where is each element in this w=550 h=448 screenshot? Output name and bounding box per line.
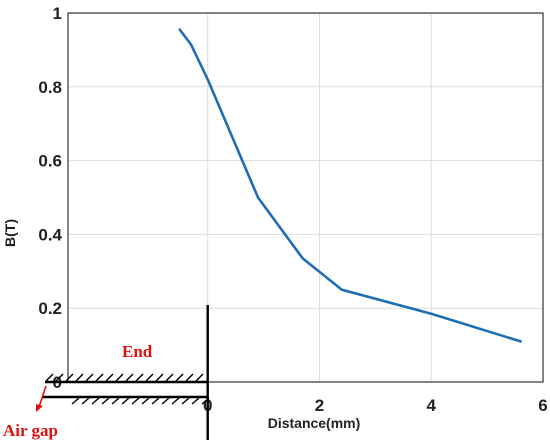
hatch-top	[135, 373, 144, 382]
air-gap-arrowhead	[36, 404, 43, 412]
hatch-top	[125, 373, 134, 382]
x-tick-label: 6	[538, 396, 547, 415]
y-tick-label: 0.6	[38, 152, 62, 171]
hatch-top	[145, 373, 154, 382]
hatch-bottom	[201, 397, 210, 405]
annotations	[36, 305, 210, 440]
hatch-top	[55, 373, 64, 382]
hatch-top	[65, 373, 74, 382]
x-axis-label: Distance(mm)	[268, 415, 361, 431]
x-tick-label: 4	[427, 396, 437, 415]
series-line	[178, 28, 522, 343]
hatch-bottom	[141, 397, 150, 405]
end-label: End	[122, 342, 153, 361]
y-tick-label: 0.2	[38, 299, 62, 318]
hatch-bottom	[91, 397, 100, 405]
y-axis-label: B(T)	[2, 219, 18, 247]
hatch-bottom	[191, 397, 200, 405]
series	[178, 28, 522, 343]
hatch-top	[165, 373, 174, 382]
hatch-top	[85, 373, 94, 382]
hatch-top	[105, 373, 114, 382]
hatch-top	[185, 373, 194, 382]
hatch-top	[75, 373, 84, 382]
hatch-bottom	[161, 397, 170, 405]
hatch-top	[175, 373, 184, 382]
hatch-bottom	[171, 397, 180, 405]
hatch-top	[195, 373, 204, 382]
y-tick-label: 0.4	[38, 225, 62, 244]
hatch-top	[155, 373, 164, 382]
axes	[67, 12, 544, 383]
hatch-top	[115, 373, 124, 382]
hatch-bottom	[181, 397, 190, 405]
hatch-top	[45, 373, 54, 382]
y-tick-label: 0.8	[38, 78, 62, 97]
y-tick-label: 1	[53, 4, 62, 23]
hatch-bottom	[71, 397, 80, 405]
air-gap-label: Air gap	[3, 421, 58, 440]
tick-labels: 024600.20.40.60.81	[38, 4, 547, 415]
hatch-bottom	[81, 397, 90, 405]
hatch-bottom	[121, 397, 130, 405]
hatch-top	[95, 373, 104, 382]
hatch-bottom	[151, 397, 160, 405]
x-tick-label: 2	[315, 396, 324, 415]
hatch-bottom	[111, 397, 120, 405]
plot-frame	[67, 12, 544, 383]
air-gap-arrow	[38, 385, 47, 408]
hatch-bottom	[101, 397, 110, 405]
hatch-bottom	[131, 397, 140, 405]
